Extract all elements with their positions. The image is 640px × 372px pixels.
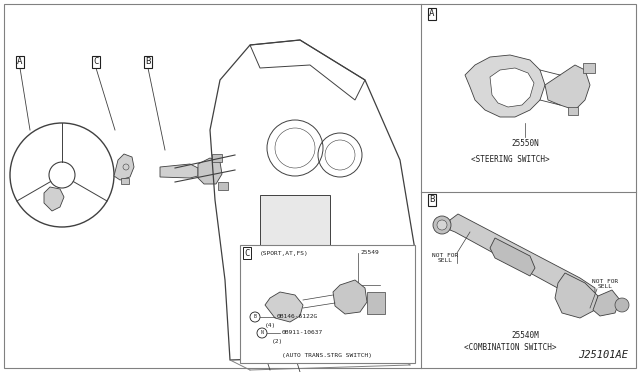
Polygon shape bbox=[160, 164, 198, 178]
Polygon shape bbox=[44, 187, 64, 211]
Text: 25540M: 25540M bbox=[511, 331, 539, 340]
Polygon shape bbox=[265, 292, 303, 322]
Polygon shape bbox=[555, 273, 598, 318]
Text: 25549: 25549 bbox=[360, 250, 380, 256]
Polygon shape bbox=[333, 280, 367, 314]
Bar bbox=[568, 107, 578, 115]
Text: <COMBINATION SWITCH>: <COMBINATION SWITCH> bbox=[464, 343, 556, 353]
Text: (2): (2) bbox=[272, 339, 284, 343]
Text: A: A bbox=[17, 58, 22, 67]
Bar bbox=[212, 154, 222, 162]
Bar bbox=[583, 63, 595, 73]
Text: NOT FOR
SELL: NOT FOR SELL bbox=[592, 279, 618, 289]
Text: J25101AE: J25101AE bbox=[578, 350, 628, 360]
Text: (AUTO TRANS.STRG SWITCH): (AUTO TRANS.STRG SWITCH) bbox=[282, 353, 372, 357]
Text: 25550N: 25550N bbox=[511, 138, 539, 148]
Circle shape bbox=[250, 312, 260, 322]
Polygon shape bbox=[198, 158, 222, 184]
Text: C: C bbox=[93, 58, 99, 67]
Text: N: N bbox=[260, 330, 264, 336]
Text: B: B bbox=[429, 196, 435, 205]
Bar bbox=[121, 178, 129, 184]
Bar bbox=[367, 292, 385, 314]
Circle shape bbox=[257, 328, 267, 338]
Text: B: B bbox=[253, 314, 257, 320]
Polygon shape bbox=[114, 154, 134, 180]
Text: B: B bbox=[145, 58, 150, 67]
Text: 0B911-10637: 0B911-10637 bbox=[282, 330, 323, 336]
Text: C: C bbox=[244, 248, 250, 257]
Circle shape bbox=[437, 220, 447, 230]
Polygon shape bbox=[490, 238, 535, 276]
Bar bbox=[260, 195, 330, 245]
Text: <STEERING SWITCH>: <STEERING SWITCH> bbox=[470, 155, 549, 164]
Bar bbox=[218, 182, 228, 190]
Polygon shape bbox=[490, 68, 534, 107]
Bar bbox=[240, 245, 415, 363]
Text: (4): (4) bbox=[265, 323, 276, 327]
Text: NOT FOR
SELL: NOT FOR SELL bbox=[432, 253, 458, 263]
Text: A: A bbox=[429, 10, 435, 19]
Polygon shape bbox=[593, 290, 620, 316]
Polygon shape bbox=[465, 55, 545, 117]
Text: (SPORT,AT,FS): (SPORT,AT,FS) bbox=[260, 250, 308, 256]
Text: 0B146-6122G: 0B146-6122G bbox=[277, 314, 318, 320]
Polygon shape bbox=[545, 65, 590, 110]
Circle shape bbox=[615, 298, 629, 312]
Circle shape bbox=[433, 216, 451, 234]
Polygon shape bbox=[450, 214, 595, 303]
